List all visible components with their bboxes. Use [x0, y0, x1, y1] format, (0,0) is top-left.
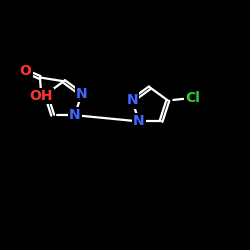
Text: N: N: [133, 114, 145, 128]
Text: O: O: [20, 64, 32, 78]
Text: N: N: [69, 108, 80, 122]
Text: OH: OH: [30, 89, 53, 103]
Text: Cl: Cl: [186, 91, 200, 105]
Text: N: N: [126, 94, 138, 108]
Text: N: N: [76, 87, 88, 101]
